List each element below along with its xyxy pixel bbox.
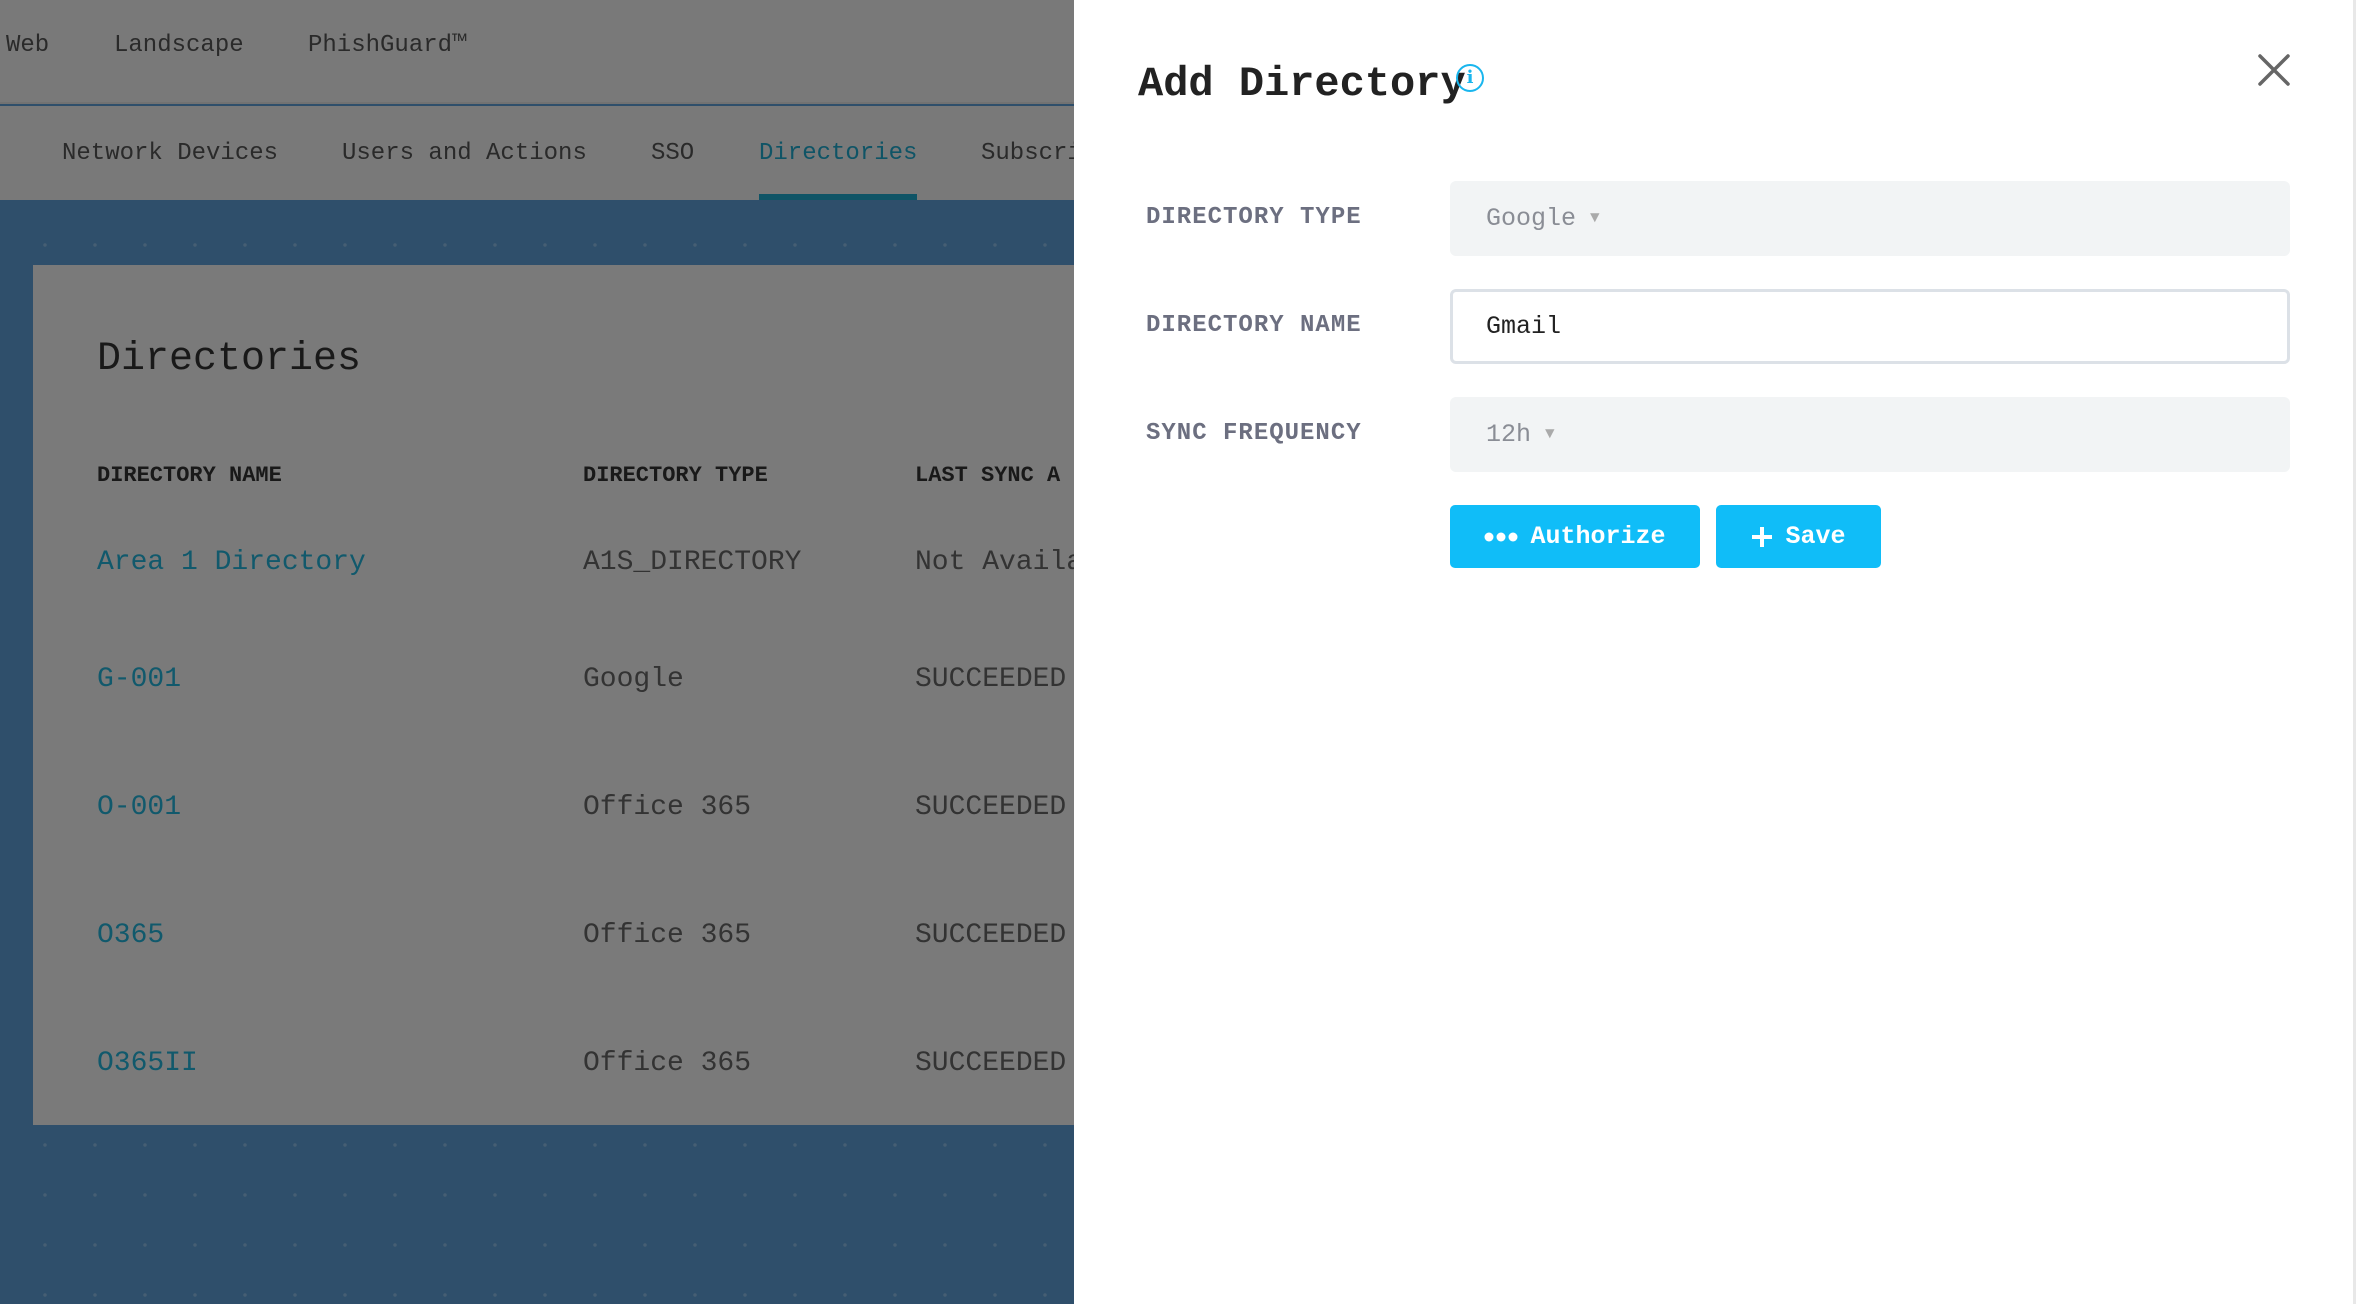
- add-directory-panel: Add Directory i DIRECTORY TYPE Google ▼ D…: [1074, 0, 2356, 1304]
- plus-icon: [1752, 526, 1773, 547]
- modal-backdrop[interactable]: [0, 0, 1074, 1304]
- sync-frequency-label: SYNC FREQUENCY: [1146, 420, 1362, 447]
- caret-down-icon: ▼: [1590, 209, 1600, 227]
- save-button[interactable]: Save: [1716, 505, 1881, 568]
- save-label: Save: [1785, 522, 1846, 551]
- panel-title: Add Directory: [1138, 60, 1466, 108]
- sync-frequency-value: 12h: [1486, 420, 1532, 450]
- directory-name-label: DIRECTORY NAME: [1146, 312, 1362, 339]
- directory-type-select[interactable]: Google ▼: [1450, 181, 2290, 256]
- directory-name-input[interactable]: [1450, 289, 2290, 364]
- info-icon[interactable]: i: [1456, 64, 1484, 92]
- directory-type-label: DIRECTORY TYPE: [1146, 204, 1362, 231]
- authorize-label: Authorize: [1530, 522, 1666, 551]
- caret-down-icon: ▼: [1545, 425, 1555, 443]
- sync-frequency-select[interactable]: 12h ▼: [1450, 397, 2290, 472]
- authorize-button[interactable]: Authorize: [1450, 505, 1700, 568]
- directory-type-value: Google: [1486, 204, 1577, 234]
- close-icon: [2258, 54, 2290, 86]
- more-dots-icon: [1484, 532, 1518, 541]
- close-button[interactable]: [2254, 50, 2294, 90]
